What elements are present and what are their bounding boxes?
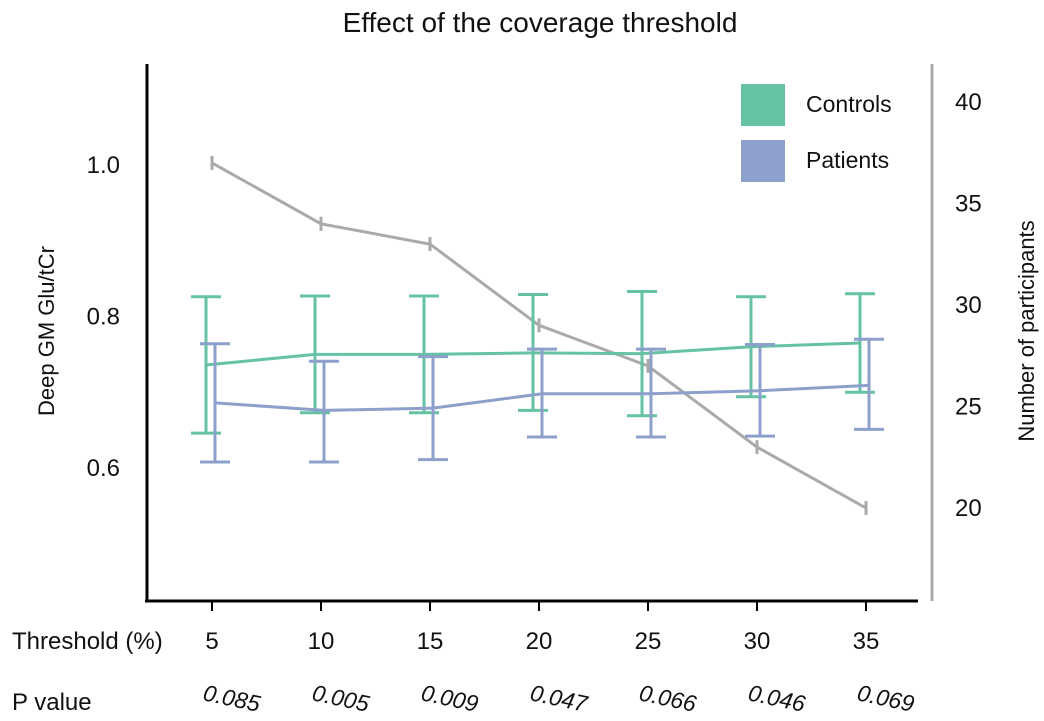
x-tick-label: 30 bbox=[744, 628, 771, 655]
chart-title: Effect of the coverage threshold bbox=[343, 7, 738, 38]
p-value: 0.085 bbox=[201, 679, 263, 716]
legend-label-controls: Controls bbox=[806, 91, 892, 117]
y2-tick-label: 35 bbox=[955, 191, 982, 218]
y2-tick-label: 20 bbox=[955, 495, 982, 522]
p-value: 0.009 bbox=[419, 679, 481, 716]
x-tick-label: 35 bbox=[853, 628, 880, 655]
controls-line bbox=[205, 341, 861, 367]
y-axis-label: Deep GM Glu/tCr bbox=[34, 246, 59, 416]
x-tick-label: 20 bbox=[526, 628, 553, 655]
p-value-label: P value bbox=[12, 689, 92, 716]
p-value: 0.066 bbox=[637, 679, 699, 716]
y2-axis-label: Number of participants bbox=[1014, 220, 1039, 441]
x-ticks: 5 10 15 20 25 30 35 bbox=[205, 601, 879, 655]
p-values: 0.085 0.005 0.009 0.047 0.066 0.046 0.069 bbox=[201, 679, 917, 717]
y2-tick-label: 30 bbox=[955, 292, 982, 319]
y2-ticks: 20 25 30 35 40 bbox=[955, 89, 982, 522]
x-tick-label: 10 bbox=[308, 628, 335, 655]
x-tick-label: 15 bbox=[417, 628, 444, 655]
legend-swatch-patients bbox=[741, 140, 785, 182]
series-layer bbox=[191, 155, 884, 515]
legend-swatch-controls bbox=[741, 84, 785, 126]
p-value: 0.047 bbox=[528, 679, 591, 717]
y-tick-label: 1.0 bbox=[87, 152, 120, 179]
y2-tick-label: 25 bbox=[955, 394, 982, 421]
participants-line bbox=[211, 161, 867, 510]
p-value: 0.069 bbox=[855, 679, 917, 716]
x-tick-label: 25 bbox=[635, 628, 662, 655]
y-tick-label: 0.6 bbox=[87, 455, 120, 482]
patients-line bbox=[214, 383, 870, 412]
y-ticks: 0.6 0.8 1.0 bbox=[87, 152, 120, 482]
y2-tick-label: 40 bbox=[955, 89, 982, 116]
p-value: 0.005 bbox=[310, 679, 372, 716]
p-value: 0.046 bbox=[746, 679, 808, 716]
y-tick-label: 0.8 bbox=[87, 304, 120, 331]
legend: Controls Patients bbox=[741, 84, 892, 182]
x-axis-label: Threshold (%) bbox=[12, 628, 163, 655]
legend-label-patients: Patients bbox=[806, 147, 889, 173]
x-tick-label: 5 bbox=[205, 628, 218, 655]
